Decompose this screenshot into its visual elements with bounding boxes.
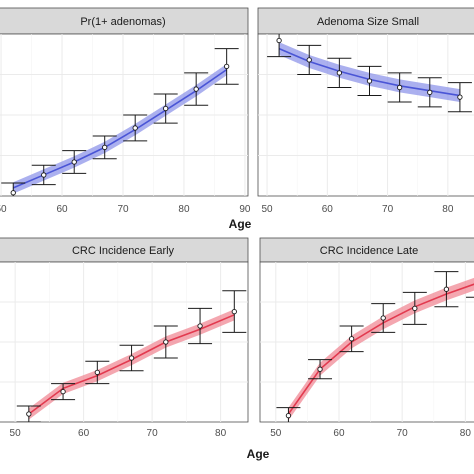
observed-point bbox=[276, 37, 282, 44]
observed-point bbox=[128, 355, 135, 361]
plot-area bbox=[258, 34, 474, 196]
x-tick-label: 50 bbox=[10, 428, 22, 439]
observed-point bbox=[41, 172, 47, 178]
facet-panel-3: CRC Incidence Early 50 60 70 80 bbox=[0, 237, 249, 439]
x-tick-label: 60 bbox=[333, 428, 345, 439]
facet-strip bbox=[257, 7, 474, 35]
observed-point bbox=[10, 190, 16, 196]
x-tick-label: 70 bbox=[382, 204, 394, 215]
observed-point bbox=[457, 94, 463, 100]
x-tick-label: 80 bbox=[178, 204, 190, 215]
observed-point bbox=[224, 63, 230, 70]
facet-panel-2: Adenoma Size Small 50 60 70 80 bbox=[257, 7, 474, 215]
x-tick-label: 60 bbox=[78, 428, 90, 439]
x-tick-label: 70 bbox=[117, 204, 129, 215]
observed-point bbox=[102, 144, 108, 151]
x-tick-label: 70 bbox=[397, 428, 409, 439]
facet-title: CRC Incidence Early bbox=[72, 245, 175, 257]
facet-strip bbox=[0, 237, 249, 263]
observed-point bbox=[412, 305, 418, 312]
x-axis-title-top: Age bbox=[229, 217, 252, 231]
observed-point bbox=[380, 315, 386, 321]
observed-point bbox=[443, 286, 450, 292]
observed-point bbox=[71, 159, 77, 165]
facet-title: CRC Incidence Late bbox=[320, 245, 418, 257]
facet-panel-1: Pr(1+ adenomas) 50 60 70 80 90 bbox=[0, 7, 251, 215]
facet-title: Pr(1+ adenomas) bbox=[80, 16, 165, 28]
x-tick-label: 50 bbox=[0, 204, 7, 215]
x-tick-label: 80 bbox=[460, 428, 472, 439]
model-ribbon bbox=[279, 42, 460, 103]
observed-point bbox=[94, 369, 100, 376]
observed-point bbox=[306, 57, 312, 63]
model-ribbon bbox=[288, 277, 474, 421]
model-ribbon bbox=[13, 63, 227, 194]
plot-area bbox=[0, 262, 248, 422]
x-tick-label: 60 bbox=[56, 204, 68, 215]
observed-point bbox=[163, 105, 169, 112]
observed-point bbox=[396, 84, 403, 91]
observed-point bbox=[132, 125, 138, 131]
facet-strip bbox=[259, 237, 474, 263]
model-line bbox=[12, 68, 228, 189]
observed-point bbox=[193, 86, 199, 92]
facet-strip bbox=[0, 7, 249, 35]
plot-area bbox=[0, 34, 248, 196]
observed-point bbox=[427, 89, 433, 95]
observed-point bbox=[26, 411, 32, 417]
x-tick-label: 60 bbox=[322, 204, 334, 215]
x-tick-label: 70 bbox=[147, 428, 159, 439]
observed-point bbox=[336, 70, 343, 76]
plot-area bbox=[260, 262, 474, 422]
observed-point bbox=[163, 339, 169, 345]
observed-point bbox=[60, 388, 66, 395]
observed-point bbox=[366, 78, 373, 84]
observed-point bbox=[317, 366, 323, 372]
observed-point bbox=[348, 336, 355, 342]
observed-point bbox=[197, 323, 203, 329]
x-tick-label: 80 bbox=[215, 428, 227, 439]
x-axis-title-bottom: Age bbox=[247, 447, 270, 461]
x-tick-label: 50 bbox=[261, 204, 273, 215]
observed-point bbox=[285, 412, 292, 419]
x-tick-label: 90 bbox=[239, 204, 251, 215]
x-tick-label: 80 bbox=[442, 204, 454, 215]
observed-point bbox=[231, 308, 237, 315]
x-tick-label: 50 bbox=[270, 428, 282, 439]
facet-panel-4: CRC Incidence Late 50 60 70 80 bbox=[259, 237, 474, 439]
facet-title: Adenoma Size Small bbox=[317, 16, 419, 28]
error-bar bbox=[466, 296, 474, 298]
